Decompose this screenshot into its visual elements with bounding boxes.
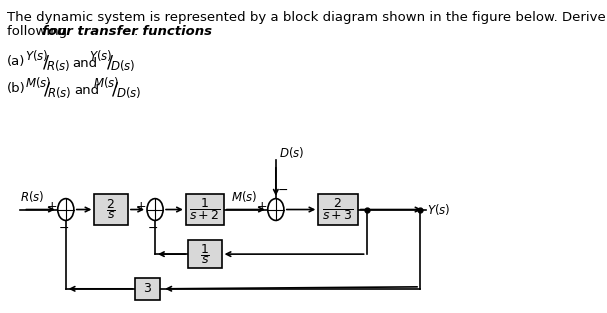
Text: (a): (a) <box>7 55 25 68</box>
Text: $\mathit{M(s)}$: $\mathit{M(s)}$ <box>25 75 51 90</box>
Text: $\dfrac{1}{s+2}$: $\dfrac{1}{s+2}$ <box>189 197 221 223</box>
Text: and: and <box>75 84 100 97</box>
Text: +: + <box>46 200 57 213</box>
Text: $R(s)$: $R(s)$ <box>19 188 44 203</box>
Bar <box>94 194 128 225</box>
Text: $D(s)$: $D(s)$ <box>279 145 304 160</box>
Bar <box>188 240 222 268</box>
Text: $/$: $/$ <box>42 54 50 72</box>
Circle shape <box>58 199 74 220</box>
Text: $M(s)$: $M(s)$ <box>231 188 257 203</box>
Bar <box>186 194 224 225</box>
Text: four transfer functions: four transfer functions <box>42 25 212 38</box>
Text: +: + <box>136 200 146 213</box>
Circle shape <box>268 199 284 220</box>
Text: −: − <box>58 223 69 235</box>
Text: −: − <box>278 184 288 197</box>
Text: $\dfrac{1}{s}$: $\dfrac{1}{s}$ <box>200 242 210 266</box>
Text: and: and <box>72 57 98 70</box>
Bar <box>135 278 160 300</box>
Text: $\mathit{D(s)}$: $\mathit{D(s)}$ <box>115 85 141 100</box>
Text: :: : <box>134 25 138 38</box>
Text: $\mathit{Y(s)}$: $\mathit{Y(s)}$ <box>89 48 113 63</box>
Text: −: − <box>148 223 158 235</box>
Circle shape <box>147 199 163 220</box>
Text: $\mathit{R(s)}$: $\mathit{R(s)}$ <box>46 58 70 73</box>
Text: $3$: $3$ <box>143 282 152 295</box>
Text: following: following <box>7 25 71 38</box>
Text: $\dfrac{2}{s+3}$: $\dfrac{2}{s+3}$ <box>322 197 354 223</box>
Text: $\mathit{M(s)}$: $\mathit{M(s)}$ <box>93 75 120 90</box>
Text: (b): (b) <box>7 82 25 95</box>
Text: $\mathit{R(s)}$: $\mathit{R(s)}$ <box>47 85 72 100</box>
Text: $Y(s)$: $Y(s)$ <box>427 202 451 217</box>
Text: $\mathit{Y(s)}$: $\mathit{Y(s)}$ <box>25 48 49 63</box>
Text: +: + <box>256 200 267 213</box>
Text: $\dfrac{2}{s}$: $\dfrac{2}{s}$ <box>106 198 116 222</box>
Bar <box>318 194 358 225</box>
Text: $/$: $/$ <box>111 81 119 99</box>
Text: $/$: $/$ <box>106 54 114 72</box>
Text: $\mathit{D(s)}$: $\mathit{D(s)}$ <box>110 58 136 73</box>
Text: $/$: $/$ <box>43 81 51 99</box>
Text: The dynamic system is represented by a block diagram shown in the figure below. : The dynamic system is represented by a b… <box>7 11 607 24</box>
